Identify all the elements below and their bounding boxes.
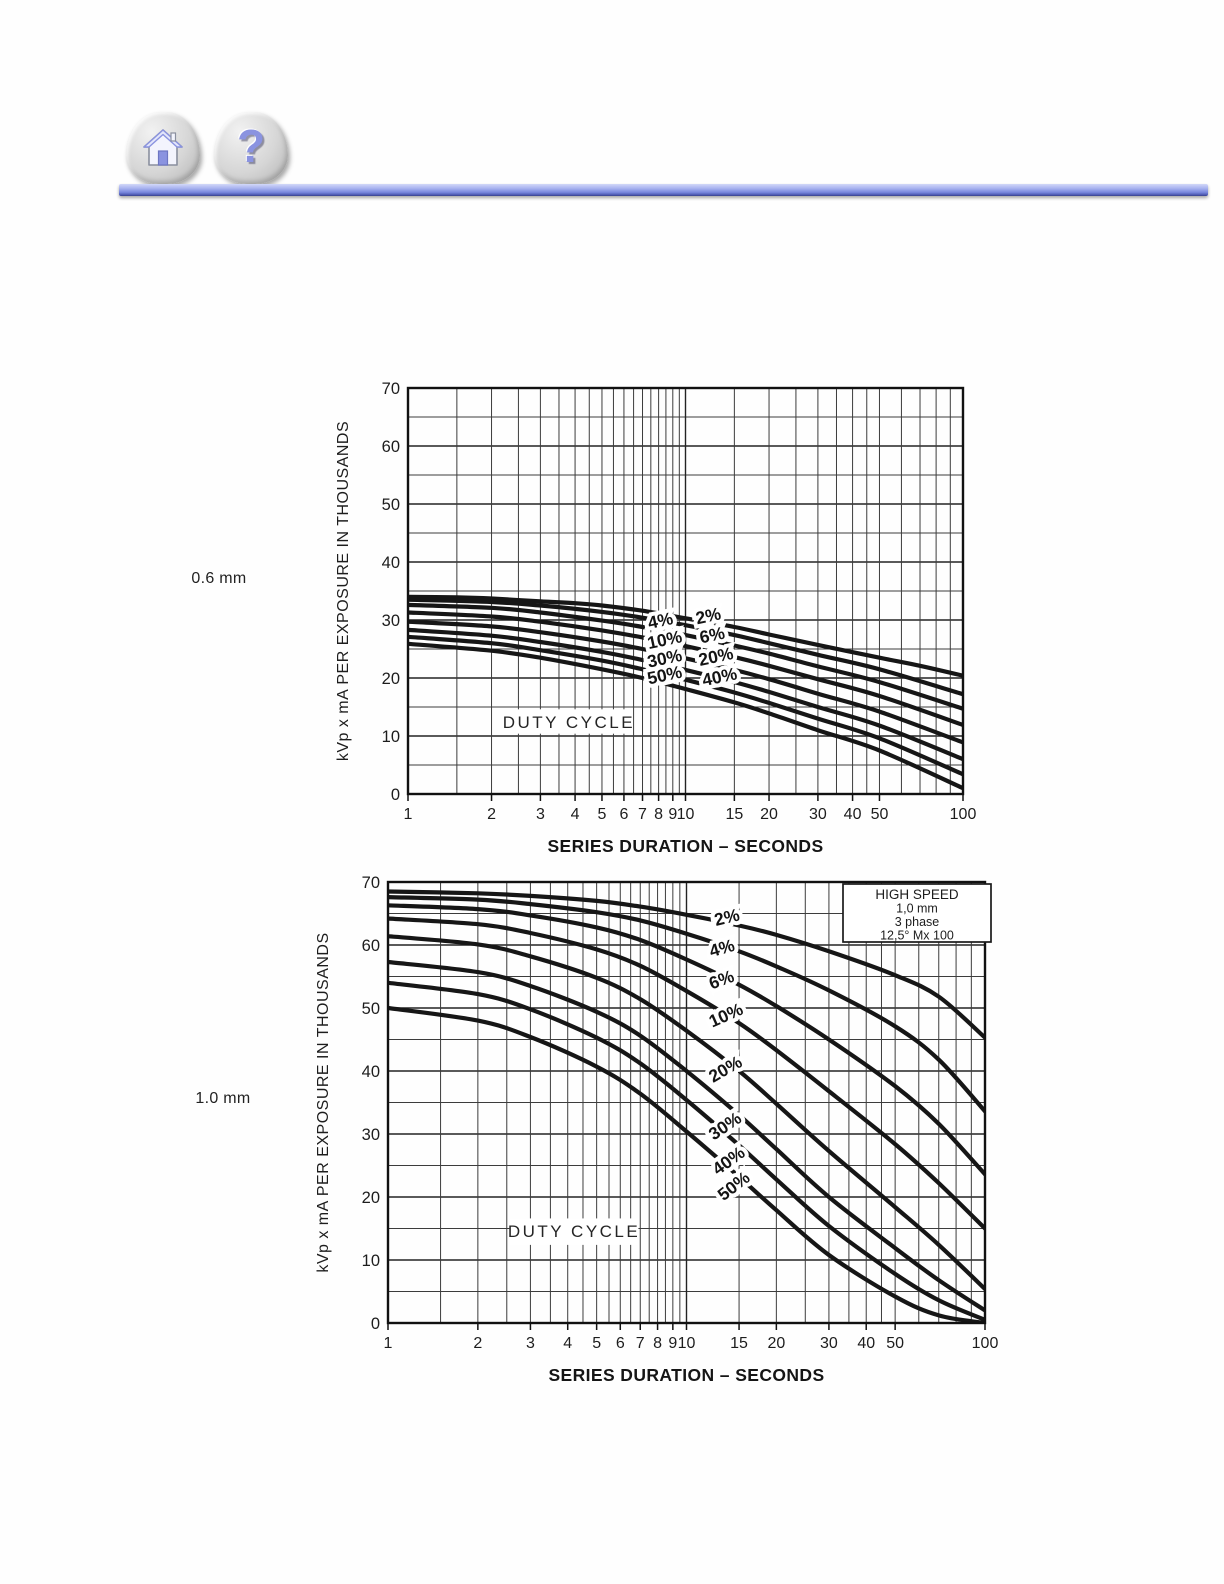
svg-text:8: 8 <box>653 1335 662 1352</box>
svg-text:30: 30 <box>809 806 827 823</box>
svg-text:1: 1 <box>384 1335 393 1352</box>
legend-line-1: 1,0 mm <box>896 902 938 916</box>
svg-text:20: 20 <box>760 806 778 823</box>
svg-text:2: 2 <box>487 806 496 823</box>
duty-cycle-curve-4pct <box>408 597 963 697</box>
svg-text:70: 70 <box>362 874 380 892</box>
svg-text:60: 60 <box>362 937 380 955</box>
header-divider <box>119 184 1208 196</box>
svg-text:50: 50 <box>362 1000 380 1018</box>
duty-cycle-curve-6pct <box>408 602 963 711</box>
svg-text:20: 20 <box>362 1189 380 1207</box>
svg-text:15: 15 <box>730 1335 748 1352</box>
duty-cycle-curve-20pct <box>388 934 985 1292</box>
svg-text:30: 30 <box>820 1335 838 1352</box>
curve-label-20pct: 20% <box>705 1051 746 1086</box>
svg-text:20: 20 <box>382 670 400 688</box>
duty-cycle-curve-40pct <box>408 634 963 777</box>
svg-text:10: 10 <box>362 1252 380 1270</box>
svg-text:7: 7 <box>636 1335 645 1352</box>
duty-cycle-box <box>515 709 630 734</box>
duty-cycle-curve-40pct <box>388 980 985 1322</box>
legend-line-2: 3 phase <box>895 915 940 929</box>
grid <box>407 387 964 795</box>
y-axis-ticks: 0 10 20 30 40 50 60 70 <box>382 380 400 804</box>
svg-text:4: 4 <box>563 1335 572 1352</box>
duty-cycle-curve-2pct <box>408 594 963 678</box>
y-axis-ticks: 0 10 20 30 40 50 60 70 <box>362 874 380 1333</box>
svg-text:30: 30 <box>382 612 400 630</box>
svg-text:2: 2 <box>473 1335 482 1352</box>
svg-text:40: 40 <box>857 1335 875 1352</box>
svg-text:6: 6 <box>616 1335 625 1352</box>
svg-text:70: 70 <box>382 380 400 398</box>
focal-spot-label-small: 0.6 mm <box>191 570 247 587</box>
x-axis-title: SERIES DURATION – SECONDS <box>548 1365 824 1383</box>
x-axis-ticks: 1 2 3 4 5 6 7 8 9 10 15 20 30 40 50 100 <box>384 1323 999 1352</box>
svg-text:5: 5 <box>592 1335 601 1352</box>
focal-spot-label-large: 1.0 mm <box>195 1090 251 1107</box>
duty-cycle-curve-20pct <box>408 619 963 745</box>
svg-text:9: 9 <box>668 806 677 823</box>
y-axis-title: kVp x mA PER EXPOSURE IN THOUSANDS <box>315 932 332 1272</box>
svg-text:6: 6 <box>619 806 628 823</box>
x-axis-title: SERIES DURATION – SECONDS <box>547 836 823 856</box>
x-axis-ticks: 1 2 3 4 5 6 7 8 9 10 15 20 30 40 50 100 <box>404 794 977 823</box>
svg-text:50: 50 <box>886 1335 904 1352</box>
svg-text:10: 10 <box>677 806 695 823</box>
svg-text:3: 3 <box>526 1335 535 1352</box>
svg-text:40: 40 <box>382 554 400 572</box>
duty-cycle-curve-50pct <box>408 641 963 791</box>
svg-text:100: 100 <box>972 1335 999 1352</box>
svg-text:15: 15 <box>725 806 743 823</box>
duty-cycle-curve-10pct <box>388 916 985 1231</box>
svg-text:9: 9 <box>668 1335 677 1352</box>
duty-cycle-curve-2pct <box>388 889 985 1040</box>
curve-label-4pct: 4% <box>707 935 737 961</box>
svg-text:100: 100 <box>950 806 977 823</box>
duty-cycle-curve-30pct <box>408 627 963 762</box>
duty-cycle-caption: DUTY CYCLE <box>508 1222 640 1241</box>
question-icon: ? <box>236 120 266 172</box>
svg-text:1: 1 <box>404 806 413 823</box>
duty-cycle-curve-30pct <box>388 959 985 1313</box>
home-icon <box>141 127 185 170</box>
duty-cycle-curve-4pct <box>388 895 985 1114</box>
svg-text:60: 60 <box>382 438 400 456</box>
duty-cycle-box <box>509 1218 639 1245</box>
help-button[interactable]: ? <box>214 112 288 184</box>
svg-text:10: 10 <box>678 1335 696 1352</box>
svg-text:4: 4 <box>571 806 580 823</box>
svg-text:0: 0 <box>371 1315 380 1333</box>
svg-text:40: 40 <box>362 1063 380 1081</box>
home-button[interactable] <box>126 112 200 184</box>
duty-cycle-curve-6pct <box>388 903 985 1177</box>
rating-chart-10mm: 2%4%6%10%20%30%40%50% DUTY CYCLE HIGH SPEE… <box>315 874 999 1383</box>
duty-cycle-caption: DUTY CYCLE <box>503 713 635 732</box>
svg-text:40: 40 <box>844 806 862 823</box>
svg-text:8: 8 <box>654 806 663 823</box>
svg-text:30: 30 <box>362 1126 380 1144</box>
y-axis-title: kVp x mA PER EXPOSURE IN THOUSANDS <box>335 421 352 761</box>
legend-line-3: 12,5° Mx 100 <box>880 929 954 943</box>
svg-text:50: 50 <box>382 496 400 514</box>
svg-text:7: 7 <box>638 806 647 823</box>
svg-text:50: 50 <box>871 806 889 823</box>
svg-text:20: 20 <box>767 1335 785 1352</box>
svg-text:5: 5 <box>598 806 607 823</box>
duty-cycle-curve-50pct <box>388 1005 985 1323</box>
legend-line-0: HIGH SPEED <box>875 887 959 902</box>
svg-text:10: 10 <box>382 728 400 746</box>
curve-labels: 2%4%6%10%20%30%40%50% <box>701 900 758 1208</box>
svg-text:0: 0 <box>391 786 400 804</box>
duty-cycle-curve-10pct <box>408 610 963 728</box>
svg-text:3: 3 <box>536 806 545 823</box>
